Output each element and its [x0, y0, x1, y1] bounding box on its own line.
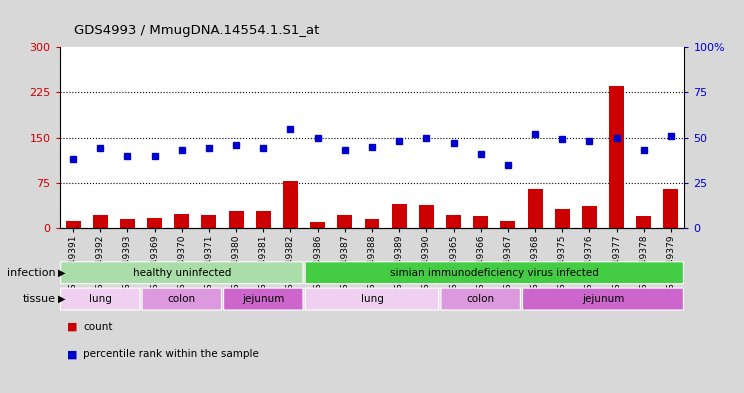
- Bar: [582, 206, 597, 228]
- Text: jejunum: jejunum: [582, 294, 624, 304]
- Text: lung: lung: [361, 294, 383, 304]
- Bar: [337, 215, 353, 228]
- FancyBboxPatch shape: [305, 288, 439, 310]
- Bar: [473, 216, 488, 228]
- Bar: [501, 221, 516, 228]
- Bar: [93, 215, 108, 228]
- Bar: [365, 219, 379, 228]
- FancyBboxPatch shape: [441, 288, 520, 310]
- Text: colon: colon: [466, 294, 495, 304]
- Bar: [664, 189, 679, 228]
- Text: lung: lung: [89, 294, 112, 304]
- Bar: [391, 204, 407, 228]
- Text: ■: ■: [67, 322, 77, 332]
- Bar: [202, 215, 217, 228]
- Text: healthy uninfected: healthy uninfected: [132, 268, 231, 278]
- Bar: [609, 86, 624, 228]
- Bar: [228, 211, 243, 228]
- Text: simian immunodeficiency virus infected: simian immunodeficiency virus infected: [390, 268, 599, 278]
- Text: jejunum: jejunum: [242, 294, 284, 304]
- Bar: [174, 214, 189, 228]
- Bar: [446, 215, 461, 228]
- Bar: [256, 211, 271, 228]
- Text: GDS4993 / MmugDNA.14554.1.S1_at: GDS4993 / MmugDNA.14554.1.S1_at: [74, 24, 320, 37]
- Bar: [636, 216, 651, 228]
- Bar: [147, 218, 162, 228]
- Text: percentile rank within the sample: percentile rank within the sample: [83, 349, 259, 360]
- FancyBboxPatch shape: [60, 288, 140, 310]
- FancyBboxPatch shape: [60, 262, 303, 284]
- Text: infection: infection: [7, 268, 56, 278]
- Text: ■: ■: [67, 349, 77, 360]
- FancyBboxPatch shape: [224, 288, 303, 310]
- Text: ▶: ▶: [58, 268, 65, 278]
- Bar: [65, 221, 80, 228]
- FancyBboxPatch shape: [522, 288, 684, 310]
- FancyBboxPatch shape: [305, 262, 684, 284]
- FancyBboxPatch shape: [142, 288, 222, 310]
- Bar: [120, 219, 135, 228]
- Bar: [310, 222, 325, 228]
- Bar: [555, 209, 570, 228]
- Bar: [419, 205, 434, 228]
- Bar: [283, 181, 298, 228]
- Text: ▶: ▶: [58, 294, 65, 304]
- Bar: [527, 189, 542, 228]
- Text: count: count: [83, 322, 113, 332]
- Text: tissue: tissue: [23, 294, 56, 304]
- Text: colon: colon: [167, 294, 196, 304]
